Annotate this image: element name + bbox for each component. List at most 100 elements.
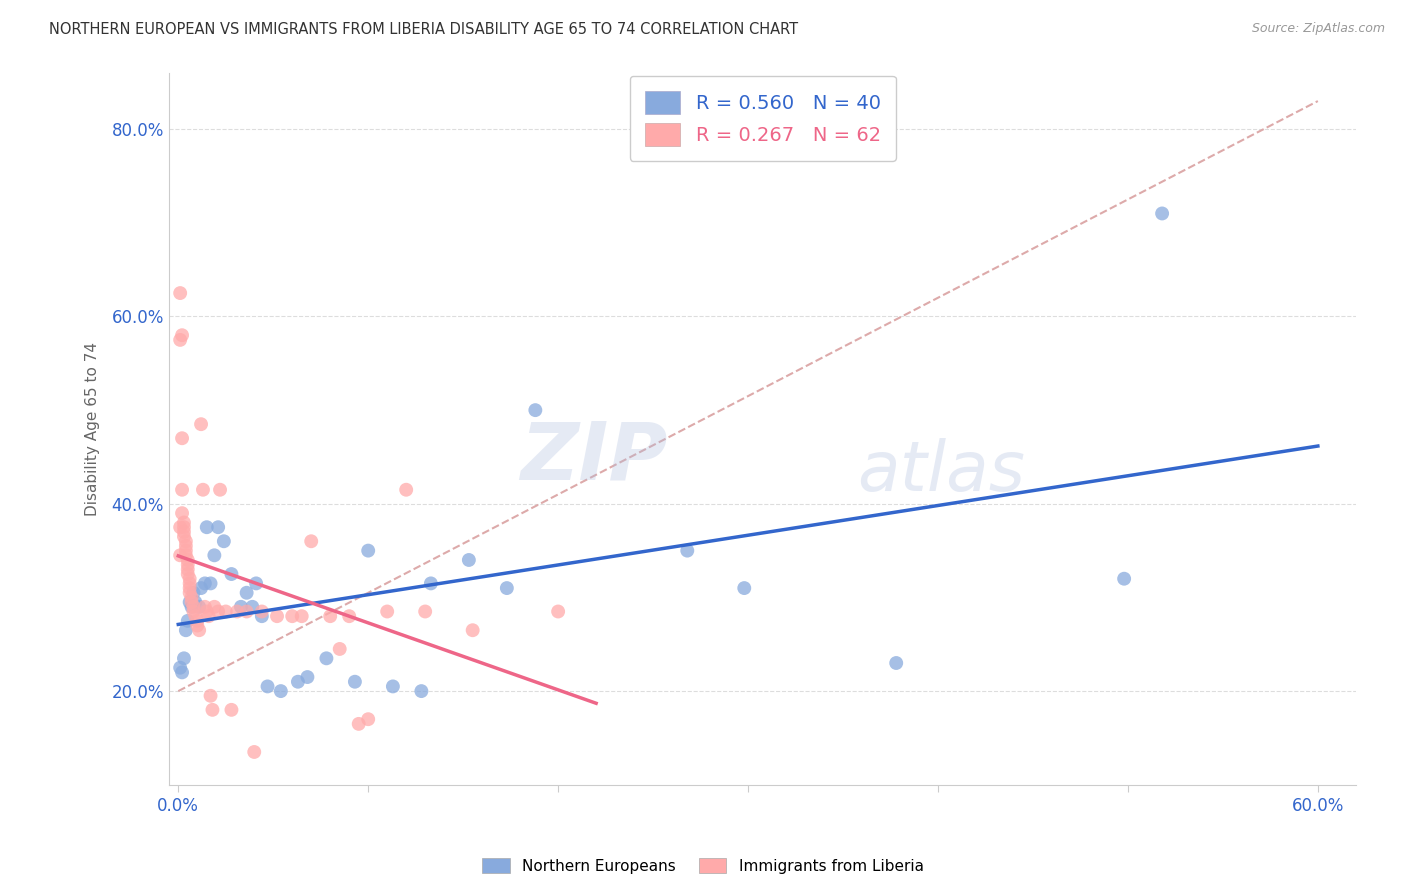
Point	[177, 614, 200, 628]
Point	[884, 656, 907, 670]
Point	[180, 599, 202, 614]
Point	[188, 624, 211, 638]
Point	[357, 712, 380, 726]
Point	[235, 605, 257, 619]
Point	[179, 586, 201, 600]
Point	[184, 595, 207, 609]
Point	[183, 599, 205, 614]
Point	[179, 572, 201, 586]
Point	[173, 651, 195, 665]
Point	[457, 553, 479, 567]
Point	[188, 599, 211, 614]
Point	[180, 595, 202, 609]
Text: NORTHERN EUROPEAN VS IMMIGRANTS FROM LIBERIA DISABILITY AGE 65 TO 74 CORRELATION: NORTHERN EUROPEAN VS IMMIGRANTS FROM LIB…	[49, 22, 799, 37]
Point	[337, 609, 360, 624]
Text: atlas: atlas	[858, 438, 1025, 505]
Point	[733, 581, 755, 595]
Point	[174, 539, 197, 553]
Point	[179, 581, 201, 595]
Point	[174, 549, 197, 563]
Legend: Northern Europeans, Immigrants from Liberia: Northern Europeans, Immigrants from Libe…	[477, 852, 929, 880]
Point	[243, 745, 266, 759]
Point	[221, 567, 243, 582]
Point	[190, 581, 212, 595]
Point	[245, 576, 267, 591]
Point	[207, 520, 229, 534]
Point	[202, 549, 225, 563]
Point	[174, 543, 197, 558]
Point	[169, 286, 191, 301]
Point	[169, 520, 191, 534]
Point	[186, 618, 208, 632]
Point	[170, 483, 193, 497]
Point	[200, 689, 222, 703]
Point	[395, 483, 418, 497]
Point	[191, 483, 214, 497]
Point	[291, 609, 314, 624]
Point	[381, 680, 404, 694]
Point	[194, 576, 217, 591]
Point	[287, 674, 309, 689]
Point	[200, 576, 222, 591]
Point	[184, 609, 207, 624]
Point	[207, 605, 229, 619]
Point	[173, 524, 195, 539]
Point	[266, 609, 288, 624]
Point	[347, 717, 370, 731]
Point	[375, 605, 398, 619]
Point	[1152, 206, 1174, 220]
Point	[524, 403, 547, 417]
Point	[212, 534, 235, 549]
Point	[195, 520, 218, 534]
Point	[169, 661, 191, 675]
Point	[177, 562, 200, 576]
Point	[495, 581, 517, 595]
Point	[194, 599, 217, 614]
Point	[183, 586, 205, 600]
Point	[461, 624, 484, 638]
Point	[174, 534, 197, 549]
Point	[180, 591, 202, 605]
Point	[250, 609, 273, 624]
Point	[177, 558, 200, 572]
Point	[186, 614, 208, 628]
Point	[173, 520, 195, 534]
Point	[319, 609, 342, 624]
Point	[419, 576, 441, 591]
Point	[202, 599, 225, 614]
Point	[226, 605, 249, 619]
Point	[169, 333, 191, 347]
Point	[177, 567, 200, 582]
Legend: R = 0.560   N = 40, R = 0.267   N = 62: R = 0.560 N = 40, R = 0.267 N = 62	[630, 76, 897, 161]
Point	[229, 599, 252, 614]
Point	[357, 543, 380, 558]
Point	[215, 605, 238, 619]
Point	[329, 642, 352, 657]
Point	[170, 665, 193, 680]
Point	[547, 605, 569, 619]
Point	[343, 674, 366, 689]
Point	[235, 586, 257, 600]
Point	[173, 530, 195, 544]
Point	[297, 670, 319, 684]
Y-axis label: Disability Age 65 to 74: Disability Age 65 to 74	[86, 342, 100, 516]
Point	[201, 703, 224, 717]
Point	[195, 605, 218, 619]
Point	[256, 680, 278, 694]
Point	[281, 609, 304, 624]
Point	[413, 605, 436, 619]
Point	[676, 543, 699, 558]
Point	[250, 605, 273, 619]
Point	[174, 624, 197, 638]
Point	[183, 605, 205, 619]
Point	[240, 599, 263, 614]
Text: ZIP: ZIP	[520, 418, 668, 496]
Text: Source: ZipAtlas.com: Source: ZipAtlas.com	[1251, 22, 1385, 36]
Point	[1114, 572, 1136, 586]
Point	[179, 595, 201, 609]
Point	[209, 483, 232, 497]
Point	[299, 534, 322, 549]
Point	[169, 549, 191, 563]
Point	[221, 703, 243, 717]
Point	[177, 553, 200, 567]
